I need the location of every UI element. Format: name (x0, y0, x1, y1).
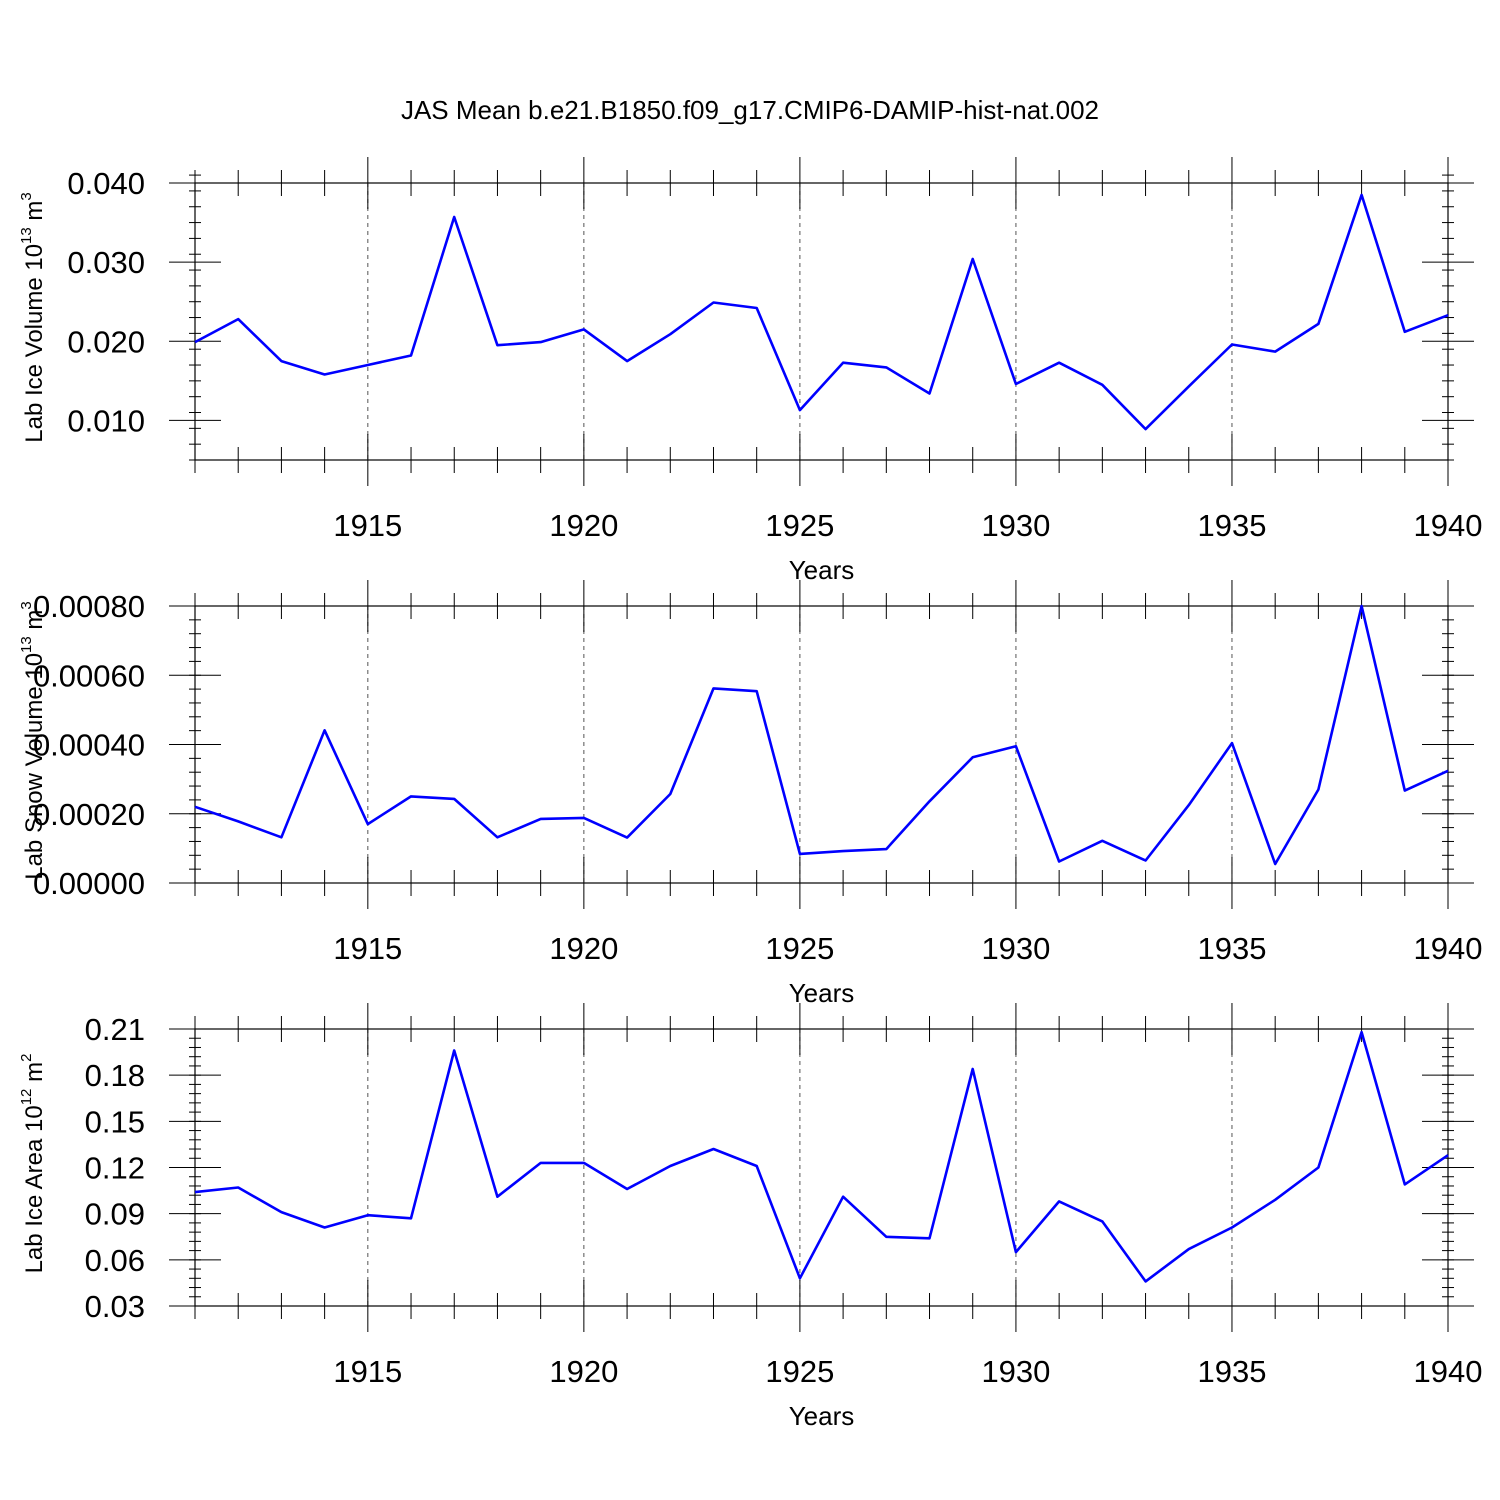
chart-panel-2: 0.00000 0.00020 0.00040 0.00060 0.00080 1915 1… (18, 580, 1482, 1008)
x-axis-title: Years (789, 1401, 855, 1431)
x-tick-label: 1925 (765, 931, 834, 966)
y-tick-label: 0.00080 (33, 589, 145, 624)
y-axis-title: Lab Ice Area 1012 m2 (18, 1054, 48, 1274)
y-tick-label: 0.06 (85, 1243, 145, 1278)
y-axis-title-unit-exponent: 3 (18, 601, 35, 609)
y-tick-label: 0.12 (85, 1151, 145, 1186)
y-tick-label: 0.00060 (33, 658, 145, 693)
x-axis-title: Years (789, 555, 855, 585)
series-line (194, 604, 1449, 866)
x-tick-label: 1920 (549, 1354, 618, 1389)
y-axis-title-text: Lab Snow Volume 10 (21, 653, 48, 880)
x-tick-label: 1925 (765, 1354, 834, 1389)
y-axis-title-unit: m (21, 201, 48, 228)
y-tick-label: 0.09 (85, 1197, 145, 1232)
y-tick-label: 0.00000 (33, 866, 145, 901)
x-tick-label: 1935 (1197, 1354, 1266, 1389)
x-tick-label: 1925 (765, 508, 834, 543)
x-tick-label: 1940 (1414, 1354, 1483, 1389)
y-axis-title-exponent: 13 (18, 636, 35, 653)
y-tick-label: 0.21 (85, 1012, 145, 1047)
y-axis-title: Lab Snow Volume 1013 m3 (18, 601, 48, 880)
y-tick-label: 0.010 (67, 403, 145, 438)
plot-frame (194, 182, 1449, 461)
y-tick-label: 0.15 (85, 1104, 145, 1139)
x-axis-title: Years (789, 978, 855, 1008)
y-axis-title-unit-exponent: 3 (18, 192, 35, 200)
y-axis-title-text: Lab Ice Volume 10 (21, 244, 48, 443)
y-axis-title-unit: m (21, 610, 48, 637)
x-tick-label: 1930 (981, 1354, 1050, 1389)
series-line (194, 193, 1449, 431)
y-tick-label: 0.020 (67, 324, 145, 359)
series-line (194, 1030, 1449, 1283)
x-tick-label: 1915 (333, 1354, 402, 1389)
y-tick-label: 0.00020 (33, 797, 145, 832)
x-tick-label: 1915 (333, 931, 402, 966)
y-tick-label: 0.18 (85, 1058, 145, 1093)
y-tick-label: 0.03 (85, 1289, 145, 1324)
x-tick-label: 1920 (549, 931, 618, 966)
y-tick-label: 0.040 (67, 166, 145, 201)
x-tick-label: 1920 (549, 508, 618, 543)
chart-panel-3: 0.03 0.06 0.09 0.12 0.15 0.18 0.21 1915 1920 1925… (18, 1003, 1482, 1431)
y-axis-title-unit-exponent: 2 (18, 1054, 35, 1062)
x-tick-label: 1930 (981, 931, 1050, 966)
x-tick-label: 1935 (1197, 508, 1266, 543)
figure-title: JAS Mean b.e21.B1850.f09_g17.CMIP6-DAMIP… (401, 95, 1099, 125)
y-axis-title: Lab Ice Volume 1013 m3 (18, 192, 48, 443)
y-tick-label: 0.00040 (33, 728, 145, 763)
chart-panel-1: 0.010 0.020 0.030 0.040 1915 1920 1925 1930 1935… (18, 157, 1482, 585)
y-tick-label: 0.030 (67, 245, 145, 280)
y-axis-title-exponent: 12 (18, 1089, 35, 1106)
x-tick-label: 1935 (1197, 931, 1266, 966)
y-axis-title-text: Lab Ice Area 10 (21, 1105, 48, 1273)
y-axis-title-unit: m (21, 1062, 48, 1089)
y-axis-title-exponent: 13 (18, 227, 35, 244)
x-tick-label: 1940 (1414, 508, 1483, 543)
x-tick-label: 1940 (1414, 931, 1483, 966)
panels: 0.010 0.020 0.030 0.040 1915 1920 1925 1930 1935… (18, 157, 1482, 1431)
x-tick-label: 1930 (981, 508, 1050, 543)
x-tick-label: 1915 (333, 508, 402, 543)
